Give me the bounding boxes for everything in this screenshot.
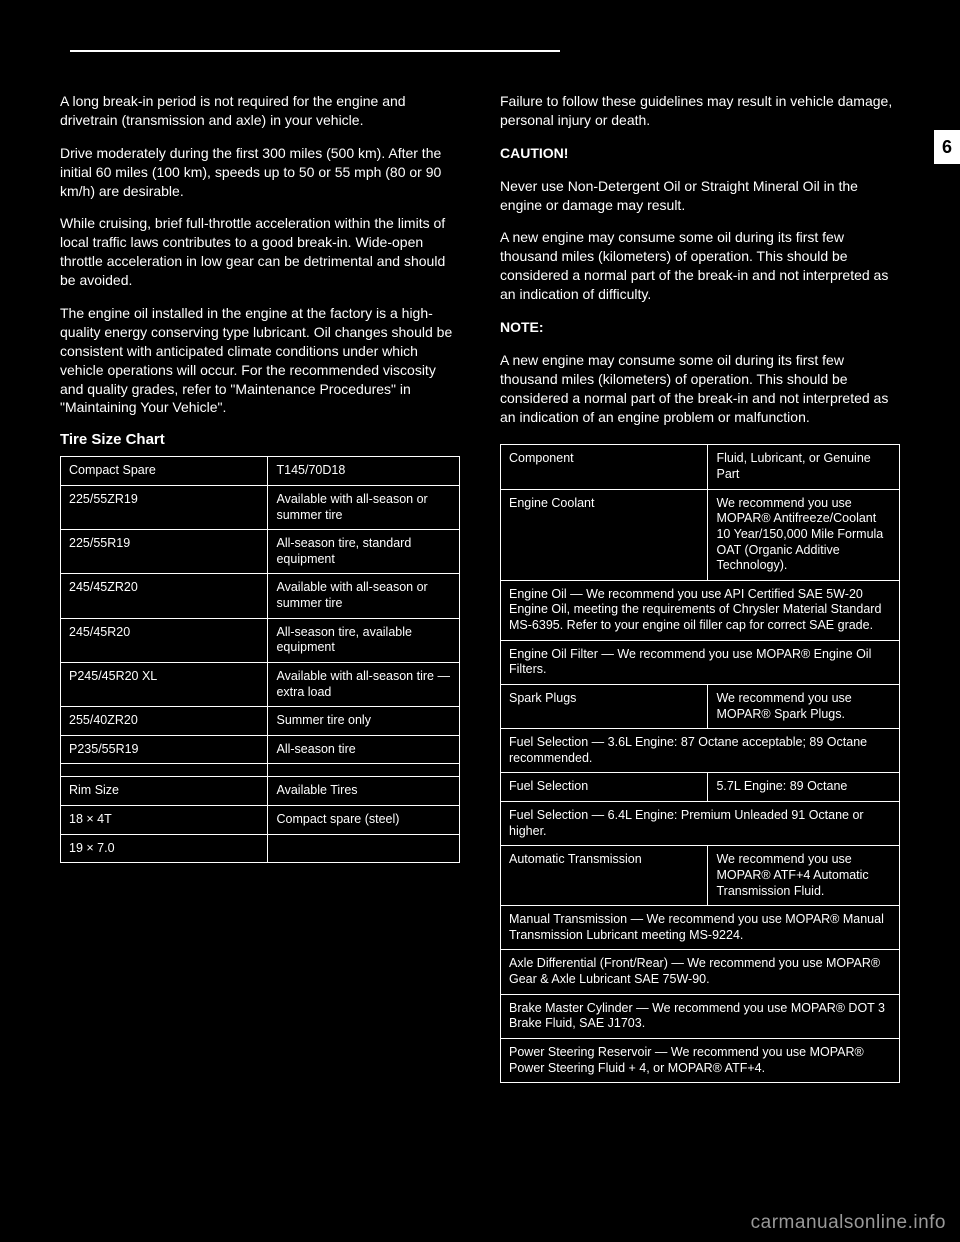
table-row: Power Steering Reservoir — We recommend … (501, 1038, 900, 1082)
table-cell: Fuel Selection (501, 773, 708, 802)
table-cell: We recommend you use MOPAR® Antifreeze/C… (708, 489, 900, 580)
table-cell: P235/55R19 (61, 735, 268, 764)
warn-para-2b: While cruising, brief full-throttle acce… (60, 214, 460, 290)
table-row: Engine Oil Filter — We recommend you use… (501, 640, 900, 684)
table-row: Brake Master Cylinder — We recommend you… (501, 994, 900, 1038)
table-cell: All-season tire (268, 735, 460, 764)
table-cell: Brake Master Cylinder — We recommend you… (501, 994, 900, 1038)
table-cell: Power Steering Reservoir — We recommend … (501, 1038, 900, 1082)
table-row: Fuel Selection5.7L Engine: 89 Octane (501, 773, 900, 802)
table-cell: Axle Differential (Front/Rear) — We reco… (501, 950, 900, 994)
table-row: 255/40ZR20Summer tire only (61, 707, 460, 736)
table-row: Fuel Selection — 6.4L Engine: Premium Un… (501, 802, 900, 846)
table-row: Fuel Selection — 3.6L Engine: 87 Octane … (501, 729, 900, 773)
table-cell: Compact Spare (61, 457, 268, 486)
table-cell: Automatic Transmission (501, 846, 708, 906)
table-cell: Component (501, 445, 708, 489)
tire-size-table: Compact SpareT145/70D18225/55ZR19Availab… (60, 456, 460, 863)
table-row: Engine Oil — We recommend you use API Ce… (501, 580, 900, 640)
table-cell: Fluid, Lubricant, or Genuine Part (708, 445, 900, 489)
table-row: Axle Differential (Front/Rear) — We reco… (501, 950, 900, 994)
table-row: Manual Transmission — We recommend you u… (501, 906, 900, 950)
table-cell: Available with all-season tire — extra l… (268, 662, 460, 706)
table-row: 18 × 4TCompact spare (steel) (61, 806, 460, 835)
table-cell: P245/45R20 XL (61, 662, 268, 706)
table-row: ComponentFluid, Lubricant, or Genuine Pa… (501, 445, 900, 489)
left-column: A long break-in period is not required f… (60, 92, 460, 1083)
table-row: 19 × 7.0 (61, 834, 460, 863)
table-cell: All-season tire, standard equipment (268, 530, 460, 574)
content-area: A long break-in period is not required f… (60, 92, 900, 1083)
table-row (61, 764, 460, 777)
right-column: Failure to follow these guidelines may r… (500, 92, 900, 1083)
fluids-table: ComponentFluid, Lubricant, or Genuine Pa… (500, 444, 900, 1083)
table-cell: We recommend you use MOPAR® Spark Plugs. (708, 684, 900, 728)
page-tab: 6 (934, 130, 960, 164)
table-cell: Summer tire only (268, 707, 460, 736)
table-row: P245/45R20 XLAvailable with all-season t… (61, 662, 460, 706)
table-cell: Engine Oil Filter — We recommend you use… (501, 640, 900, 684)
table-row: Rim SizeAvailable Tires (61, 777, 460, 806)
table-cell: All-season tire, available equipment (268, 618, 460, 662)
table-row: Automatic TransmissionWe recommend you u… (501, 846, 900, 906)
table-cell: Fuel Selection — 6.4L Engine: Premium Un… (501, 802, 900, 846)
table-row: Compact SpareT145/70D18 (61, 457, 460, 486)
header-divider (70, 50, 560, 52)
warn-para-1: A long break-in period is not required f… (60, 92, 460, 130)
table-cell: Engine Oil — We recommend you use API Ce… (501, 580, 900, 640)
right-para-1: Failure to follow these guidelines may r… (500, 92, 900, 130)
table-cell (61, 764, 268, 777)
table-cell (268, 834, 460, 863)
table-cell: Available with all-season or summer tire (268, 574, 460, 618)
table-cell: 245/45ZR20 (61, 574, 268, 618)
table-cell: 255/40ZR20 (61, 707, 268, 736)
table-row: 225/55ZR19Available with all-season or s… (61, 485, 460, 529)
warn-para-3: The engine oil installed in the engine a… (60, 304, 460, 417)
warn-para-2a: Drive moderately during the first 300 mi… (60, 144, 460, 201)
table-row: 245/45ZR20Available with all-season or s… (61, 574, 460, 618)
table-cell: 18 × 4T (61, 806, 268, 835)
note-text: A new engine may consume some oil during… (500, 351, 900, 427)
caution-heading: CAUTION! (500, 144, 900, 163)
table-cell: T145/70D18 (268, 457, 460, 486)
table-row: 245/45R20All-season tire, available equi… (61, 618, 460, 662)
table-cell: Fuel Selection — 3.6L Engine: 87 Octane … (501, 729, 900, 773)
table-cell: Spark Plugs (501, 684, 708, 728)
table-cell (268, 764, 460, 777)
table-cell: Compact spare (steel) (268, 806, 460, 835)
table-row: Engine CoolantWe recommend you use MOPAR… (501, 489, 900, 580)
table-cell: We recommend you use MOPAR® ATF+4 Automa… (708, 846, 900, 906)
table-cell: Available Tires (268, 777, 460, 806)
table-cell: 5.7L Engine: 89 Octane (708, 773, 900, 802)
footer-watermark: carmanualsonline.info (751, 1212, 946, 1234)
table-cell: Rim Size (61, 777, 268, 806)
note-heading: NOTE: (500, 318, 900, 337)
table-cell: Available with all-season or summer tire (268, 485, 460, 529)
table-row: Spark PlugsWe recommend you use MOPAR® S… (501, 684, 900, 728)
table-cell: 245/45R20 (61, 618, 268, 662)
table-row: P235/55R19All-season tire (61, 735, 460, 764)
caution-text: Never use Non-Detergent Oil or Straight … (500, 177, 900, 215)
table-cell: Engine Coolant (501, 489, 708, 580)
table-row: 225/55R19All-season tire, standard equip… (61, 530, 460, 574)
table-cell: Manual Transmission — We recommend you u… (501, 906, 900, 950)
table-cell: 19 × 7.0 (61, 834, 268, 863)
table-cell: 225/55R19 (61, 530, 268, 574)
right-para-3: A new engine may consume some oil during… (500, 228, 900, 304)
table-cell: 225/55ZR19 (61, 485, 268, 529)
tire-table-title: Tire Size Chart (60, 431, 460, 448)
